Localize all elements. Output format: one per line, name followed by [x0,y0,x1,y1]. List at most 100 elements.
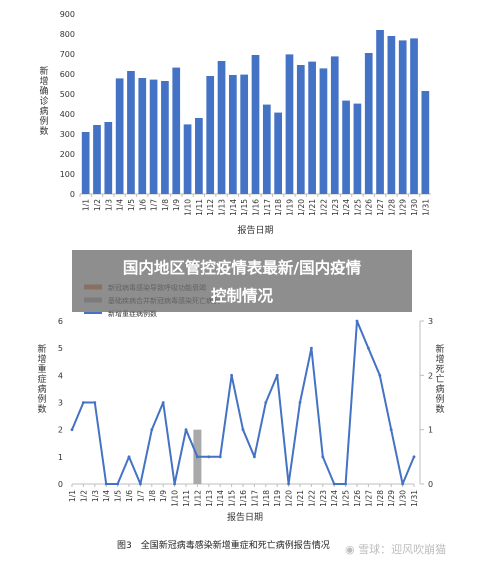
severe-cases-point [367,346,370,350]
y-left-axis-title: 新增重症病例数 [37,343,46,415]
x-tick-label: 1/5 [127,199,136,211]
legend-label: 新增重症病例数 [108,309,157,318]
x-tick-label: 1/21 [296,490,305,507]
overlay-banner: 国内地区管控疫情表最新/国内疫情 控制情况 [72,250,412,312]
x-tick-label: 1/1 [68,490,77,502]
bar [93,125,101,194]
x-tick-label: 1/14 [229,199,238,216]
banner-line-1: 国内地区管控疫情表最新/国内疫情 [122,259,362,277]
severe-cases-point [310,346,313,350]
bar [296,65,305,194]
y-left-tick-label: 4 [58,371,63,380]
bar [229,75,237,194]
y-tick-label: 200 [60,150,75,159]
bar [410,38,418,195]
severe-cases-point [104,482,108,486]
y-right-tick-label: 3 [428,317,433,326]
y-tick-label: 800 [60,30,75,39]
severe-cases-point [275,373,279,377]
y-right-axis-title: 新增死亡病例数 [435,343,444,415]
bar [353,103,362,194]
bar [217,61,226,194]
x-tick-label: 1/2 [93,199,102,211]
x-tick-label: 1/29 [399,199,408,216]
x-tick-label: 1/1 [82,199,91,211]
x-tick-label: 1/28 [387,199,396,216]
bar [127,71,135,194]
severe-cases-point [93,401,97,404]
bar [274,112,282,194]
y-left-tick-label: 0 [58,480,63,489]
severe-cases-point [230,373,234,377]
x-tick-label: 1/19 [273,490,282,507]
x-tick-label: 1/10 [184,199,193,216]
y-left-tick-label: 1 [58,453,63,462]
bar [342,100,350,194]
x-tick-label: 1/13 [205,490,214,507]
x-tick-label: 1/4 [102,490,111,502]
x-tick-label: 1/24 [330,490,339,507]
x-tick-label: 1/27 [376,199,385,216]
bar [262,104,271,194]
bar [398,40,407,195]
x-tick-label: 1/25 [353,199,362,216]
x-tick-label: 1/25 [342,490,351,507]
y-tick-label: 600 [60,70,75,79]
bar [285,54,294,195]
x-axis-title: 报告日期 [237,224,273,236]
bar [161,81,169,194]
severe-cases-point [241,428,245,432]
x-tick-label: 1/28 [376,490,385,507]
severe-cases-point [116,482,119,486]
severe-cases-point [82,401,85,404]
bar [183,124,192,194]
bar [240,74,249,194]
severe-cases-point [389,428,393,432]
x-tick-label: 1/4 [116,199,125,211]
severe-cases-point [332,482,336,486]
y-tick-label: 300 [60,130,75,139]
severe-cases-point [378,373,382,377]
x-tick-label: 1/22 [319,199,328,216]
x-tick-label: 1/29 [387,490,396,507]
x-tick-label: 1/9 [159,490,168,502]
y-left-tick-label: 5 [58,344,63,353]
bar [104,122,113,194]
severe-cases-point [150,428,154,432]
severe-cases-point [253,455,256,459]
bar [195,118,203,194]
x-tick-label: 1/26 [353,490,362,507]
x-tick-label: 1/18 [262,490,271,507]
x-tick-label: 1/11 [182,490,191,507]
y-tick-label: 400 [60,110,75,119]
x-tick-label: 1/12 [206,199,215,216]
bar [376,30,384,194]
x-tick-label: 1/8 [148,490,157,502]
y-left-tick-label: 2 [58,426,63,435]
y-left-tick-label: 3 [58,399,63,408]
y-right-tick-label: 2 [428,371,433,380]
y-tick-label: 100 [60,170,75,179]
x-tick-label: 1/12 [193,490,202,507]
x-tick-label: 1/30 [399,490,408,507]
bar [115,78,124,194]
x-tick-label: 1/10 [171,490,180,507]
chart-new-cases: 0 100 200 300 400 500 600 700 800 900 1/1 1/2 1/3 1/4… [39,10,431,236]
x-tick-label: 1/7 [150,199,159,211]
x-tick-label: 1/27 [364,490,373,507]
x-tick-label: 1/16 [252,199,261,216]
x-tick-label: 1/24 [342,199,351,216]
watermark: ◉ 雪球：迎风吹崩猫 [345,543,447,556]
severe-cases-point [264,401,268,404]
bar [81,132,90,194]
x-tick-label: 1/17 [263,199,272,216]
x-tick-label: 1/20 [285,490,294,507]
severe-cases-point [401,482,404,486]
severe-cases-point [321,455,325,459]
x-tick-label: 1/23 [319,490,328,507]
severe-cases-point [287,482,290,486]
x-tick-label: 1/9 [172,199,181,211]
x-tick-label: 1/11 [195,199,204,216]
x-tick-label: 1/18 [274,199,283,216]
